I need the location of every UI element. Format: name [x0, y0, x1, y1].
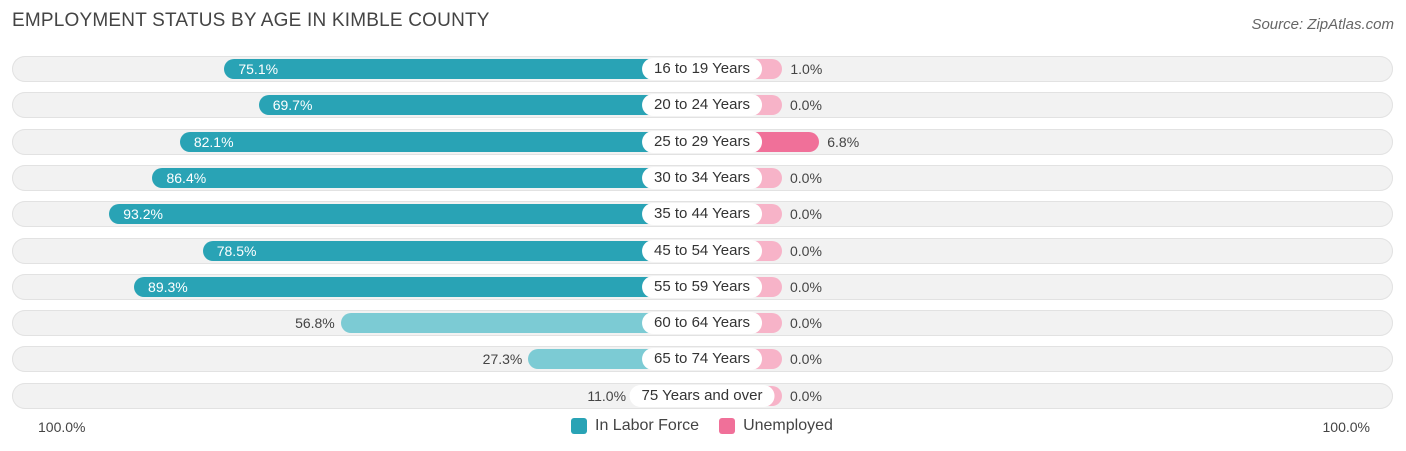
- bar-in-labor-force[interactable]: [258, 95, 702, 116]
- value-label-in-labor-force: 69.7%: [272, 97, 313, 114]
- value-label-in-labor-force: 78.5%: [216, 242, 257, 259]
- legend-label-unemployed: Unemployed: [743, 417, 833, 434]
- value-label-unemployed: 0.0%: [790, 351, 822, 368]
- value-label-unemployed: 0.0%: [790, 315, 822, 332]
- value-label-unemployed: 1.0%: [790, 61, 823, 77]
- bar-in-labor-force[interactable]: [134, 276, 702, 297]
- chart-title: EMPLOYMENT STATUS BY AGE IN KIMBLE COUNT…: [12, 10, 490, 31]
- category-label: 30 to 34 Years: [642, 166, 762, 189]
- bar-in-labor-force[interactable]: [340, 313, 702, 334]
- legend-swatch-labor: [571, 418, 587, 434]
- category-label: 16 to 19 Years: [642, 58, 762, 80]
- bar-in-labor-force[interactable]: [202, 240, 702, 261]
- legend-item-unemployed: Unemployed: [719, 417, 833, 435]
- value-label-in-labor-force: 86.4%: [166, 169, 207, 186]
- category-label: 55 to 59 Years: [642, 275, 762, 298]
- category-label: 65 to 74 Years: [642, 348, 762, 371]
- category-label: 35 to 44 Years: [642, 203, 762, 226]
- bar-in-labor-force[interactable]: [179, 131, 702, 152]
- value-label-in-labor-force: 11.0%: [587, 387, 627, 404]
- bar-in-labor-force[interactable]: [152, 167, 702, 188]
- value-label-unemployed: 0.0%: [790, 206, 822, 223]
- bar-in-labor-force[interactable]: [224, 59, 702, 79]
- value-label-unemployed: 0.0%: [790, 242, 822, 259]
- legend-label-labor: In Labor Force: [595, 417, 700, 434]
- legend-item-labor: In Labor Force: [571, 417, 699, 435]
- bar-in-labor-force[interactable]: [109, 204, 702, 225]
- value-label-unemployed: 6.8%: [827, 133, 860, 150]
- category-label: 25 to 29 Years: [642, 130, 762, 153]
- value-label-unemployed: 0.0%: [790, 97, 822, 114]
- category-label: 60 to 64 Years: [642, 312, 762, 335]
- value-label-in-labor-force: 93.2%: [123, 206, 163, 223]
- category-label: 45 to 54 Years: [642, 239, 762, 262]
- axis-left-label: 100.0%: [38, 419, 86, 435]
- value-label-unemployed: 0.0%: [790, 278, 822, 295]
- value-label-in-labor-force: 56.8%: [295, 315, 335, 332]
- source-label: Source: ZipAtlas.com: [1251, 16, 1394, 33]
- axis-right-label: 100.0%: [1322, 419, 1370, 435]
- value-label-in-labor-force: 89.3%: [148, 278, 188, 295]
- value-label-in-labor-force: 27.3%: [482, 351, 523, 368]
- category-label: 20 to 24 Years: [642, 94, 762, 117]
- value-label-unemployed: 0.0%: [790, 169, 822, 186]
- legend-swatch-unemployed: [719, 418, 736, 434]
- value-label-in-labor-force: 82.1%: [193, 133, 234, 150]
- legend: In Labor Force Unemployed: [571, 417, 853, 435]
- value-label-in-labor-force: 75.1%: [238, 61, 279, 77]
- category-label: 75 Years and over: [629, 384, 775, 407]
- value-label-unemployed: 0.0%: [790, 387, 822, 404]
